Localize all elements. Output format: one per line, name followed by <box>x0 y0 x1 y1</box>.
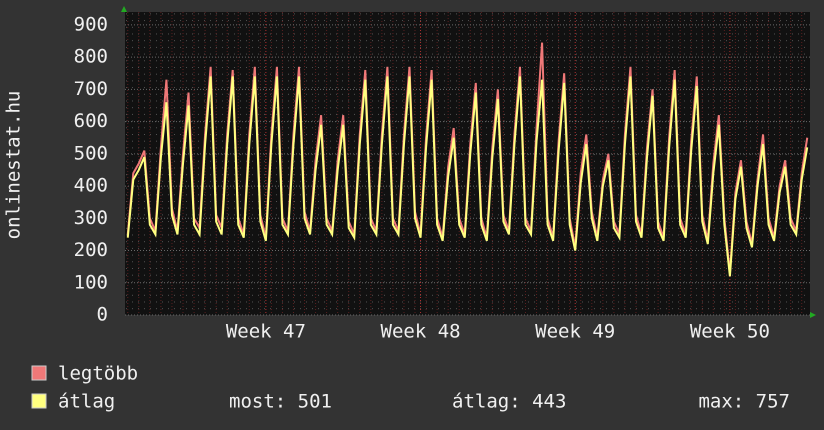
y-tick-label: 800 <box>74 46 108 68</box>
y-tick-label: 900 <box>74 13 108 35</box>
legend-label: átlag <box>58 391 115 413</box>
x-tick-label: Week 48 <box>381 321 461 343</box>
y-tick-label: 700 <box>74 78 108 100</box>
stat: max: 757 <box>698 391 790 413</box>
legend-swatch <box>31 365 47 381</box>
x-tick-label: Week 50 <box>690 321 770 343</box>
x-tick-label: Week 47 <box>226 321 306 343</box>
y-tick-label: 400 <box>74 175 108 197</box>
y-axis-label: onlinestat.hu <box>3 91 25 240</box>
y-tick-label: 0 <box>97 304 108 326</box>
minor-grid <box>125 12 810 315</box>
axis-arrow <box>810 312 816 318</box>
legend-label: legtöbb <box>58 363 138 385</box>
axis-arrow <box>121 6 127 12</box>
y-tick-label: 100 <box>74 271 108 293</box>
legend-swatch <box>31 393 47 409</box>
series-line <box>126 76 809 277</box>
y-tick-label: 500 <box>74 142 108 164</box>
minor-vertical-grid <box>125 12 810 316</box>
y-tick-label: 300 <box>74 207 108 229</box>
x-tick-label: Week 49 <box>535 321 615 343</box>
plot <box>126 42 809 277</box>
stat: most: 501 <box>229 391 332 413</box>
stat: átlag: 443 <box>452 391 566 413</box>
y-tick-label: 200 <box>74 239 108 261</box>
y-tick-label: 600 <box>74 110 108 132</box>
